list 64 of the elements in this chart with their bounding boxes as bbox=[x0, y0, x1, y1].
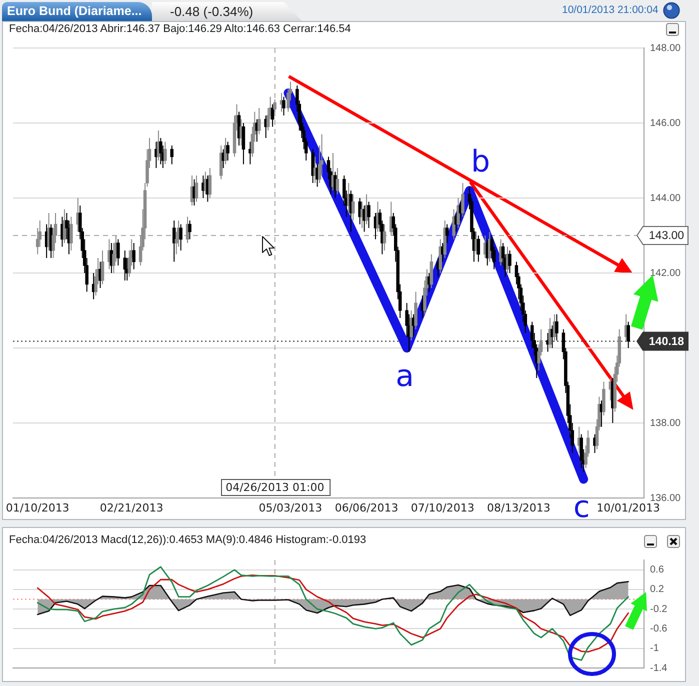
candlestick bbox=[336, 168, 340, 195]
candlestick bbox=[382, 224, 386, 251]
y-tick-label: -1 bbox=[650, 643, 660, 654]
candlestick bbox=[123, 250, 127, 281]
annotation: b bbox=[470, 144, 490, 180]
annotation: a bbox=[396, 358, 414, 394]
x-tick-label: 07/10/2013 bbox=[410, 501, 474, 514]
y-tick-label: 138.00 bbox=[650, 418, 682, 429]
y-tick-label: 144.00 bbox=[650, 192, 682, 204]
candlestick bbox=[273, 98, 276, 113]
candlestick bbox=[100, 250, 104, 285]
candlestick bbox=[311, 148, 314, 184]
candlestick bbox=[508, 250, 512, 274]
candlestick bbox=[602, 381, 606, 416]
candlestick bbox=[179, 224, 182, 251]
candlestick bbox=[242, 122, 246, 165]
candlestick bbox=[170, 145, 174, 165]
candlestick bbox=[351, 194, 355, 221]
candlestick bbox=[580, 434, 583, 468]
candlestick bbox=[188, 220, 192, 240]
ref-line-label: 04/26/2013 01:00 bbox=[226, 480, 324, 494]
ref-line-label: 143.00 bbox=[648, 230, 684, 242]
x-tick-label: 05/03/2013 bbox=[258, 501, 322, 514]
y-tick-label: -0.2 bbox=[650, 604, 668, 615]
candlestick bbox=[159, 138, 162, 165]
candlestick bbox=[443, 220, 446, 258]
candlestick bbox=[70, 216, 73, 251]
candlestick bbox=[116, 238, 120, 266]
candlestick bbox=[626, 321, 630, 348]
candlestick bbox=[132, 242, 136, 270]
y-tick-label: -1.4 bbox=[650, 662, 668, 674]
candlestick bbox=[476, 235, 480, 262]
y-tick-label: -0.6 bbox=[650, 623, 668, 634]
x-tick-label: 08/13/2013 bbox=[486, 501, 550, 514]
candlestick bbox=[164, 141, 167, 165]
chart-subtitle: Fecha:04/26/2013 Macd(12,26)):0.4653 MA(9):0.4846 Histogram:-0.0193 bbox=[9, 534, 366, 546]
candlestick bbox=[414, 291, 418, 330]
candlestick bbox=[430, 254, 434, 288]
chart-title: Euro Bund (Diariame... bbox=[7, 4, 142, 18]
text: 10/01/2013 21:00:04 bbox=[562, 4, 658, 16]
candlestick bbox=[445, 224, 449, 244]
candlestick bbox=[258, 108, 261, 135]
y-tick-label: 0.2 bbox=[650, 584, 664, 596]
x-tick-label: 01/10/2013 bbox=[6, 501, 70, 514]
candlestick bbox=[461, 182, 464, 218]
ref-line-label: 140.18 bbox=[648, 336, 685, 348]
candlestick bbox=[194, 175, 198, 202]
y-tick-label: 136.00 bbox=[650, 492, 682, 504]
x-tick-label: 10/01/2013 bbox=[596, 501, 660, 514]
y-tick-label: 146.00 bbox=[650, 118, 682, 129]
x-tick-label: 02/21/2013 bbox=[100, 501, 164, 514]
y-tick-label: 148.00 bbox=[650, 42, 682, 54]
x-tick-label: 06/06/2013 bbox=[334, 501, 398, 514]
candlestick bbox=[208, 168, 212, 198]
candlestick bbox=[452, 208, 456, 240]
candlestick bbox=[555, 314, 558, 341]
text: -0.48 (-0.34%) bbox=[170, 4, 254, 19]
candlestick bbox=[226, 141, 230, 161]
y-tick-label: 142.00 bbox=[650, 268, 682, 279]
y-tick-label: 0.6 bbox=[650, 564, 664, 576]
candlestick bbox=[282, 96, 286, 116]
chart-subtitle: Fecha:04/26/2013 Abrir:146.37 Bajo:146.29 Alto:146.63 Cerrar:146.54 bbox=[9, 23, 351, 35]
candlestick bbox=[367, 201, 370, 228]
annotation: c bbox=[573, 490, 590, 526]
